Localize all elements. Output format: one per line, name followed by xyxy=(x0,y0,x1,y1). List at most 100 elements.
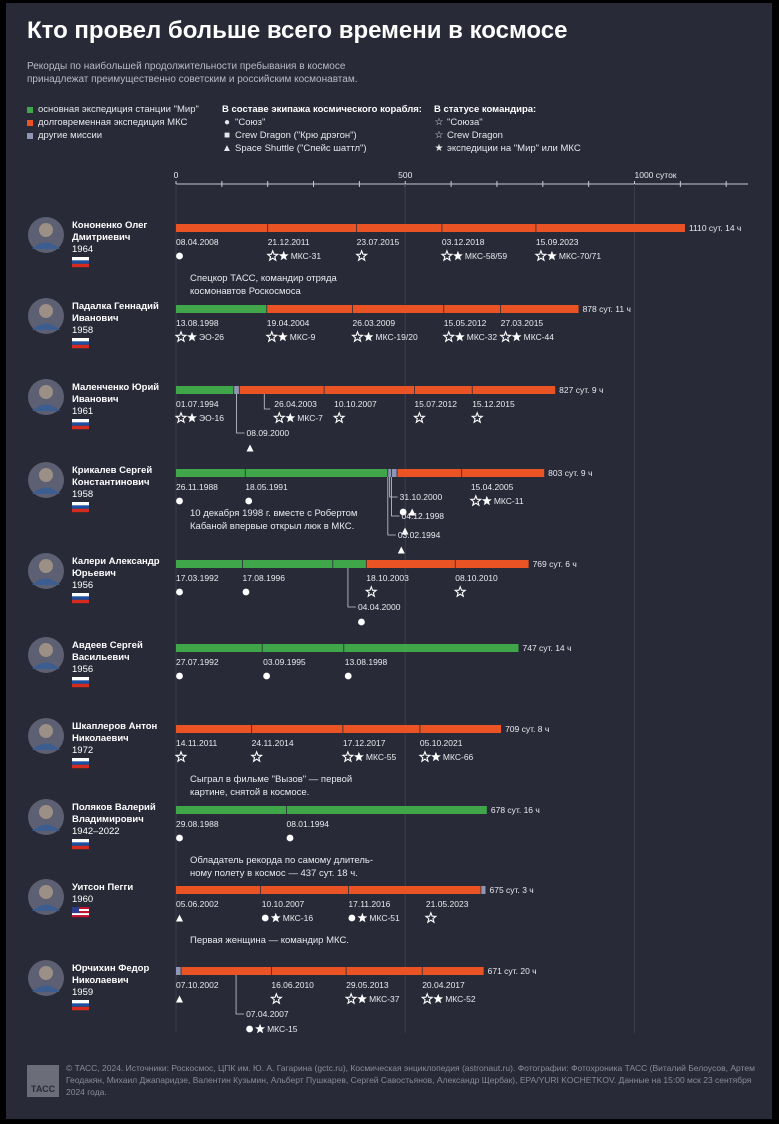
event-date: 05.10.2021 xyxy=(420,738,463,748)
event-date: 19.04.2004 xyxy=(267,318,310,328)
event-date: 29.05.2013 xyxy=(346,980,389,990)
flag-russia-red xyxy=(72,425,89,430)
mission-label: МКС-51 xyxy=(369,913,400,923)
mission-label: МКС-19/20 xyxy=(376,332,418,342)
mission-label: МКС-32 xyxy=(467,332,498,342)
infographic: Кто провел больше всего времени в космос… xyxy=(6,3,772,1119)
bar-segment-iss xyxy=(414,386,473,394)
dot-icon xyxy=(176,834,183,842)
dot-icon xyxy=(286,834,294,842)
star-outline-icon xyxy=(344,992,358,1005)
page-subtitle: Рекорды по наибольшей продолжительности … xyxy=(27,61,358,85)
astronaut-patronymic: Николаевич xyxy=(72,733,129,744)
star-outline-icon xyxy=(174,750,188,763)
portrait-suit xyxy=(32,662,60,669)
event-date: 15.12.2015 xyxy=(472,399,515,409)
portrait-face xyxy=(39,468,53,482)
bar-segment-iss xyxy=(443,305,501,313)
legend-crew: В составе экипажа космического корабля: … xyxy=(222,103,422,155)
event-date: 13.08.1998 xyxy=(345,657,388,667)
bar-segment-iss xyxy=(239,386,325,394)
x-tick-label: 0 xyxy=(174,170,179,180)
event-date: 27.03.2015 xyxy=(501,318,544,328)
flag-russia-blue xyxy=(72,842,89,846)
mission-label: МКС-52 xyxy=(445,994,476,1004)
square-icon: ■ xyxy=(223,130,231,141)
astronaut-years: 1961 xyxy=(72,406,93,417)
bar-segment-iss xyxy=(348,886,481,894)
dot-icon xyxy=(399,508,407,516)
dot-icon xyxy=(344,672,352,680)
mission-label: ЭО-26 xyxy=(199,332,224,342)
legend-cmd-title: В статусе командира: xyxy=(434,104,537,115)
mission-label: МКС-55 xyxy=(366,752,397,762)
flag-russia-red xyxy=(72,1006,89,1011)
bar-segment-iss xyxy=(346,967,423,975)
bar-segment-iss xyxy=(176,886,261,894)
callout-line xyxy=(387,477,396,536)
flag-russia-blue xyxy=(72,260,89,264)
triangle-icon xyxy=(246,444,254,452)
bar-segment-iss xyxy=(324,386,415,394)
bar-segment-other xyxy=(233,386,240,394)
event-date: 31.10.2000 xyxy=(400,492,443,502)
flag-russia-red xyxy=(72,508,89,513)
star-icon xyxy=(433,993,444,1004)
flag-russia-blue xyxy=(72,505,89,509)
bar-segment-mir xyxy=(245,469,388,477)
flag-russia-blue xyxy=(72,422,89,426)
bar-segment-other xyxy=(176,967,182,975)
portrait-suit xyxy=(32,578,60,585)
event-date: 08.09.2000 xyxy=(247,428,290,438)
flag-russia-red xyxy=(72,683,89,688)
flag-russia-red xyxy=(72,599,89,604)
dot-icon xyxy=(261,914,269,922)
bar-segment-iss xyxy=(396,469,462,477)
event-date: 15.04.2005 xyxy=(471,482,514,492)
logo-text: ТАСС xyxy=(30,1084,56,1094)
star-outline-icon: ☆ xyxy=(434,130,444,141)
dot-icon xyxy=(242,588,250,596)
bar-segment-other xyxy=(480,886,486,894)
triangle-icon xyxy=(176,914,183,922)
astronaut-name: Крикалев Сергей xyxy=(72,465,152,476)
event-date: 10.10.2007 xyxy=(262,899,305,909)
event-date: 26.04.2003 xyxy=(274,399,317,409)
bar-segment-mir xyxy=(176,644,263,652)
event-date: 07.04.2007 xyxy=(246,1009,289,1019)
astronaut-years: 1960 xyxy=(72,894,93,905)
mission-label: МКС-7 xyxy=(297,413,323,423)
triangle-icon xyxy=(176,995,183,1003)
iss-swatch xyxy=(27,119,33,126)
astronaut-years: 1956 xyxy=(72,664,93,675)
legend-label: экспедиции на "Мир" или МКС xyxy=(447,143,581,154)
annotation-note: Спецкор ТАСС, командир отряда xyxy=(190,273,337,284)
total-label: 803 сут. 9 ч xyxy=(548,468,592,478)
bar-segment-iss xyxy=(267,224,357,232)
callout-line xyxy=(389,477,398,498)
legend-item-cmd-dragon: ☆ Crew Dragon xyxy=(434,129,581,142)
star-icon xyxy=(454,331,465,342)
mission-label: МКС-31 xyxy=(291,251,322,261)
annotation-note: Обладатель рекорда по самому длитель- xyxy=(190,855,373,866)
legend-crew-title: В составе экипажа космического корабля: xyxy=(222,104,422,115)
event-date: 21.05.2023 xyxy=(426,899,469,909)
astronaut-patronymic: Юрьевич xyxy=(72,568,116,579)
star-outline-icon xyxy=(341,750,355,763)
dot-icon xyxy=(263,672,271,680)
astronaut-name: Юрчихин Федор xyxy=(72,963,149,974)
flag-russia-blue xyxy=(72,761,89,765)
bar-segment-iss xyxy=(419,725,502,733)
dot-icon xyxy=(246,1025,253,1033)
astronaut-years: 1972 xyxy=(72,745,93,756)
flag-usa-stripe xyxy=(72,909,89,912)
bar-segment-iss xyxy=(441,224,536,232)
flag-usa-stripe xyxy=(72,915,89,918)
callout-line xyxy=(236,394,245,434)
portrait-face xyxy=(39,885,53,899)
astronaut-patronymic: Николаевич xyxy=(72,975,129,986)
astronaut-years: 1956 xyxy=(72,580,93,591)
portrait-face xyxy=(39,304,53,318)
star-icon xyxy=(278,250,289,261)
